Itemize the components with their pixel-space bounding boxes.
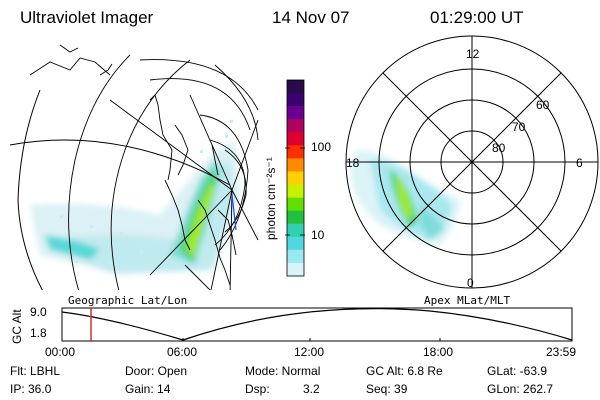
- altitude-ytick-9: 9.0: [30, 305, 47, 319]
- altitude-xtick-1800: 18:00: [423, 345, 454, 359]
- colorbar-segment: [287, 158, 304, 172]
- colorbar-segment: [287, 119, 304, 133]
- filter-info: Flt: LBHL: [10, 364, 61, 378]
- time-label: 01:29:00 UT: [430, 8, 524, 27]
- ip-info: IP: 36.0: [10, 382, 52, 396]
- colorbar-segment: [287, 171, 304, 186]
- geo-panel-label: Geographic Lat/Lon: [68, 294, 188, 307]
- colorbar-segment: [287, 93, 304, 107]
- gc-alt-info: GC Alt: 6.8 Re: [366, 364, 443, 378]
- mlt-label-12: 12: [466, 47, 480, 61]
- colorbar-segment: [287, 132, 304, 146]
- door-info: Door: Open: [125, 364, 188, 378]
- colorbar-border: [286, 79, 305, 277]
- date-label: 14 Nov 07: [272, 8, 350, 27]
- colorbar-segment: [287, 236, 304, 251]
- altitude-plot: [61, 307, 573, 342]
- colorbar-segment: [287, 249, 304, 264]
- colorbar-tick-100: 100: [311, 140, 332, 154]
- geo-noise: [60, 120, 233, 271]
- coastlines: [29, 44, 237, 290]
- colorbar-unit-label: photon cm⁻²s⁻¹: [264, 157, 278, 240]
- polar-plot: [345, 35, 599, 289]
- glat-info: GLat: -63.9: [487, 364, 548, 378]
- seq-info: Seq: 39: [366, 382, 408, 396]
- colorbar-segment: [287, 262, 304, 277]
- colorbar-tick-10: 10: [311, 228, 325, 242]
- colorbar-segment: [287, 210, 304, 225]
- altitude-ytick-1-8: 1.8: [30, 326, 47, 340]
- altitude-xtick-2359: 23:59: [546, 345, 577, 359]
- colorbar-segment: [287, 145, 304, 159]
- dsp-value: 3.2: [303, 382, 320, 396]
- colorbar: [286, 79, 305, 277]
- polar-aurora-glow: [350, 150, 460, 245]
- colorbar-segment: [287, 184, 304, 199]
- instrument-title: Ultraviolet Imager: [20, 8, 154, 27]
- mlt-label-0: 0: [467, 276, 474, 290]
- colorbar-segment: [287, 106, 304, 120]
- geographic-map: [10, 44, 259, 290]
- lat-label-70: 70: [512, 120, 526, 134]
- altitude-xtick-1200: 12:00: [294, 345, 325, 359]
- colorbar-segment: [287, 197, 304, 212]
- mlt-label-18: 18: [346, 156, 360, 170]
- dsp-label: Dsp:: [245, 382, 270, 396]
- colorbar-segment: [287, 223, 304, 238]
- mode-info: Mode: Normal: [245, 364, 321, 378]
- mlt-label-6: 6: [576, 156, 583, 170]
- colorbar-segment: [287, 80, 304, 94]
- altitude-xtick-0000: 00:00: [45, 345, 76, 359]
- gain-info: Gain: 14: [125, 382, 171, 396]
- polar-panel-label: Apex MLat/MLT: [424, 294, 511, 307]
- lat-label-60: 60: [536, 98, 550, 112]
- altitude-xtick-0600: 06:00: [167, 345, 198, 359]
- geo-aurora-glow: [30, 140, 240, 275]
- altitude-ylabel: GC Alt: [10, 309, 24, 344]
- glon-info: GLon: 262.7: [487, 382, 554, 396]
- lat-label-80: 80: [492, 141, 506, 155]
